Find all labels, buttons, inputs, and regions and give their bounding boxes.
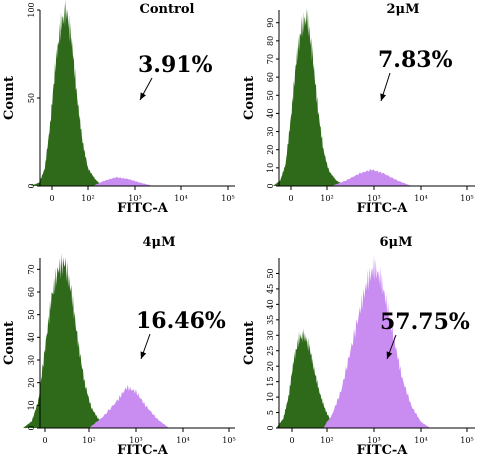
x-tick-label: 10⁴ (414, 194, 427, 203)
x-tick-label: 0 (49, 194, 54, 203)
fitc-positive-area (323, 255, 431, 428)
panel-title: 6μM (380, 235, 413, 250)
x-axis-label: FITC-A (357, 443, 409, 458)
annotation-arrowhead (380, 93, 386, 101)
x-axis-label: FITC-A (117, 443, 169, 458)
control-population-area (23, 253, 108, 428)
x-tick-label: 10⁵ (221, 194, 234, 203)
x-tick-label: 10⁴ (176, 436, 189, 445)
percentage-annotation: 3.91% (138, 52, 213, 78)
y-tick-label: 15 (266, 377, 275, 387)
y-tick-label: 20 (27, 378, 36, 388)
x-tick-label: 10⁴ (174, 194, 187, 203)
y-axis-label: Count (242, 76, 257, 120)
panel-title: 2μM (387, 2, 420, 17)
x-tick-label: 0 (288, 194, 293, 203)
control-population-area (276, 328, 342, 428)
y-tick-label: 60 (266, 72, 275, 82)
x-axis-label: FITC-A (357, 201, 409, 216)
annotation-arrowhead (386, 351, 393, 359)
y-axis-label: Count (2, 76, 17, 120)
x-tick-label: 10³ (367, 436, 380, 445)
y-tick-label: 70 (266, 54, 275, 64)
y-tick-label: 50 (266, 90, 275, 100)
y-tick-label: 20 (266, 361, 275, 371)
histogram-panel-4: 0 5 10 15 20 25 30 35 40 45 50 0 10² 10³ 10⁴ 10⁵ FITC-A C… (242, 235, 475, 458)
y-tick-label: 50 (27, 93, 36, 103)
x-tick-label: 10⁵ (460, 436, 473, 445)
y-tick-label: 25 (266, 346, 275, 356)
x-tick-label: 10⁵ (460, 194, 473, 203)
panel-title: Control (140, 2, 195, 17)
x-axis-label: FITC-A (117, 201, 169, 216)
x-tick-label: 10³ (129, 436, 142, 445)
fitc-positive-area (331, 168, 412, 186)
fitc-positive-area (92, 176, 154, 186)
y-tick-label: 40 (266, 299, 275, 309)
x-tick-label: 10² (320, 194, 333, 203)
percentage-annotation: 16.46% (136, 308, 226, 334)
x-tick-label: 10² (320, 436, 333, 445)
y-tick-label: 45 (266, 284, 275, 294)
y-tick-label: 10 (266, 163, 275, 173)
annotation-arrowhead (140, 351, 147, 359)
y-tick-label: 5 (266, 410, 275, 415)
x-tick-label: 0 (42, 436, 47, 445)
y-tick-label: 0 (266, 425, 275, 430)
y-tick-label: 30 (27, 355, 36, 365)
x-tick-label: 10³ (128, 194, 141, 203)
histogram-panel-1: 0 50 100 0 10² 10³ 10⁴ 10⁵ FITC-A Count Control 3.9… (2, 0, 235, 216)
y-axis-label: Count (2, 321, 17, 365)
y-tick-label: 40 (266, 108, 275, 118)
histogram-panel-2: 0 10 20 30 40 50 60 70 80 90 0 10² 10³ 10⁴ 10⁵ FITC-A Co… (242, 2, 475, 216)
x-tick-label: 10³ (367, 194, 380, 203)
y-tick-label: 40 (27, 332, 36, 342)
y-tick-label: 30 (266, 330, 275, 340)
x-tick-label: 0 (289, 436, 294, 445)
y-tick-label: 80 (266, 36, 275, 46)
percentage-annotation: 57.75% (380, 309, 470, 335)
histogram-panel-3: 0 10 20 30 40 50 60 70 0 10² 10³ 10⁴ 10⁵ FITC-A Count 4… (2, 235, 236, 458)
y-tick-label: 0 (27, 183, 36, 188)
y-tick-label: 70 (27, 264, 36, 274)
fitc-positive-area (89, 384, 169, 428)
y-tick-label: 10 (266, 392, 275, 402)
y-axis-label: Count (242, 321, 257, 365)
control-population-area (30, 0, 103, 186)
x-tick-label: 10⁵ (222, 436, 235, 445)
y-tick-label: 50 (27, 310, 36, 320)
annotation-arrowhead (140, 92, 146, 100)
x-tick-label: 10² (82, 436, 95, 445)
y-tick-label: 90 (266, 18, 275, 28)
y-tick-label: 30 (266, 126, 275, 136)
panel-title: 4μM (143, 235, 176, 250)
x-tick-label: 10² (81, 194, 94, 203)
y-tick-label: 0 (266, 183, 275, 188)
y-tick-label: 35 (266, 315, 275, 325)
y-tick-label: 0 (27, 425, 36, 430)
y-tick-label: 10 (27, 400, 36, 410)
percentage-annotation: 7.83% (378, 47, 453, 73)
y-tick-label: 100 (27, 2, 36, 17)
y-tick-label: 50 (266, 268, 275, 278)
control-population-area (273, 7, 346, 186)
x-tick-label: 10⁴ (414, 436, 427, 445)
y-tick-label: 60 (27, 287, 36, 297)
y-tick-label: 20 (266, 145, 275, 155)
